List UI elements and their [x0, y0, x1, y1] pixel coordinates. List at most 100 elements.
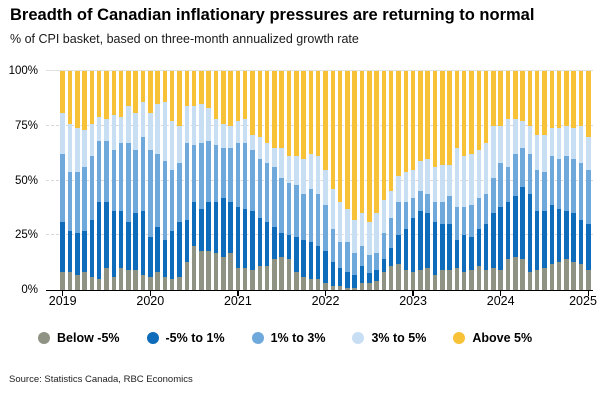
- bar-segment: [498, 71, 503, 126]
- legend-label: -5% to 1%: [165, 331, 225, 345]
- bar-segment: [571, 71, 576, 128]
- chart-title: Breadth of Canadian inflationary pressur…: [10, 6, 535, 24]
- bar-segment: [549, 127, 555, 157]
- bar-segment: [381, 259, 387, 273]
- bar-segment: [286, 182, 292, 236]
- bar-segment: [425, 268, 430, 290]
- bar-segment: [155, 272, 160, 290]
- bar-segment: [520, 259, 525, 290]
- bar-segment: [337, 202, 343, 242]
- bar-segment: [221, 123, 226, 148]
- bar-segment: [104, 268, 109, 290]
- legend-swatch-icon: [352, 332, 365, 344]
- bar-segment: [235, 121, 241, 144]
- bar-segment: [491, 268, 496, 290]
- bar-segment: [432, 202, 438, 223]
- legend-swatch-icon: [453, 332, 466, 344]
- bar-segment: [396, 71, 401, 177]
- bar-segment: [315, 246, 321, 280]
- bar-segment: [586, 270, 591, 290]
- bar-segment: [469, 204, 474, 238]
- bar-segment: [513, 195, 518, 258]
- source-note: Source: Statistics Canada, RBC Economics: [9, 374, 193, 385]
- bar-segment: [374, 213, 379, 253]
- bar-segment: [140, 71, 146, 102]
- bar-segment: [111, 276, 117, 290]
- bar-segment: [155, 226, 160, 273]
- bar-segment: [118, 268, 124, 290]
- bar-segment: [162, 160, 168, 240]
- bar-2022-12: [403, 71, 409, 290]
- y-tick-label: 100%: [8, 65, 38, 77]
- bar-segment: [410, 272, 416, 290]
- bar-segment: [279, 71, 284, 148]
- bar-segment: [169, 121, 175, 170]
- bar-segment: [242, 143, 248, 209]
- bar-segment: [374, 270, 379, 282]
- y-tick-label: 75%: [14, 119, 38, 132]
- bar-2023-05: [440, 71, 445, 290]
- bar-segment: [315, 193, 321, 247]
- bar-segment: [82, 71, 87, 131]
- bar-segment: [315, 71, 321, 157]
- bar-segment: [162, 71, 168, 102]
- bar-segment: [308, 241, 314, 280]
- bar-segment: [461, 71, 467, 157]
- x-axis-line: [46, 290, 593, 291]
- bar-segment: [469, 71, 474, 155]
- bar-segment: [549, 71, 555, 128]
- bar-segment: [461, 156, 467, 207]
- bar-segment: [89, 219, 95, 277]
- bar-segment: [191, 246, 197, 290]
- bar-segment: [133, 149, 138, 214]
- bar-segment: [206, 202, 211, 251]
- bar-segment: [206, 71, 211, 109]
- bar-segment: [564, 125, 569, 157]
- bar-segment: [418, 270, 423, 290]
- bar-segment: [454, 239, 460, 269]
- bar-2022-01: [323, 71, 328, 290]
- bar-segment: [96, 71, 102, 118]
- bar-segment: [476, 149, 482, 199]
- bar-2022-03: [337, 71, 343, 290]
- bar-segment: [272, 167, 277, 227]
- bar-segment: [381, 233, 387, 260]
- bar-segment: [140, 101, 146, 137]
- bar-segment: [483, 71, 489, 144]
- bar-segment: [89, 156, 95, 220]
- bar-segment: [534, 211, 540, 271]
- bar-2024-07: [542, 71, 547, 290]
- bar-segment: [294, 71, 299, 157]
- bar-segment: [476, 265, 482, 290]
- bar-segment: [513, 257, 518, 290]
- bar-2020-08: [199, 71, 204, 290]
- bar-segment: [330, 261, 336, 286]
- bar-2020-06: [184, 71, 190, 290]
- bar-segment: [162, 101, 168, 161]
- bar-segment: [388, 71, 394, 192]
- bar-segment: [440, 165, 445, 203]
- bar-segment: [96, 141, 102, 203]
- x-tick-mark: [587, 291, 589, 296]
- bar-segment: [67, 230, 73, 273]
- bar-2024-03: [513, 71, 518, 290]
- legend-label: Below -5%: [57, 331, 120, 345]
- bar-segment: [264, 163, 270, 223]
- bar-segment: [476, 228, 482, 266]
- bar-segment: [381, 200, 387, 234]
- bar-segment: [60, 154, 65, 223]
- bar-segment: [367, 71, 372, 223]
- bar-2021-08: [286, 71, 292, 290]
- bar-segment: [148, 112, 153, 150]
- bar-segment: [162, 276, 168, 290]
- bar-segment: [96, 279, 102, 290]
- bar-2024-04: [520, 71, 525, 290]
- bar-segment: [126, 270, 131, 290]
- bar-segment: [418, 160, 423, 192]
- bar-segment: [199, 143, 204, 209]
- bar-segment: [169, 279, 175, 290]
- bar-2024-01: [498, 71, 503, 290]
- bar-segment: [199, 250, 204, 290]
- bar-segment: [133, 270, 138, 290]
